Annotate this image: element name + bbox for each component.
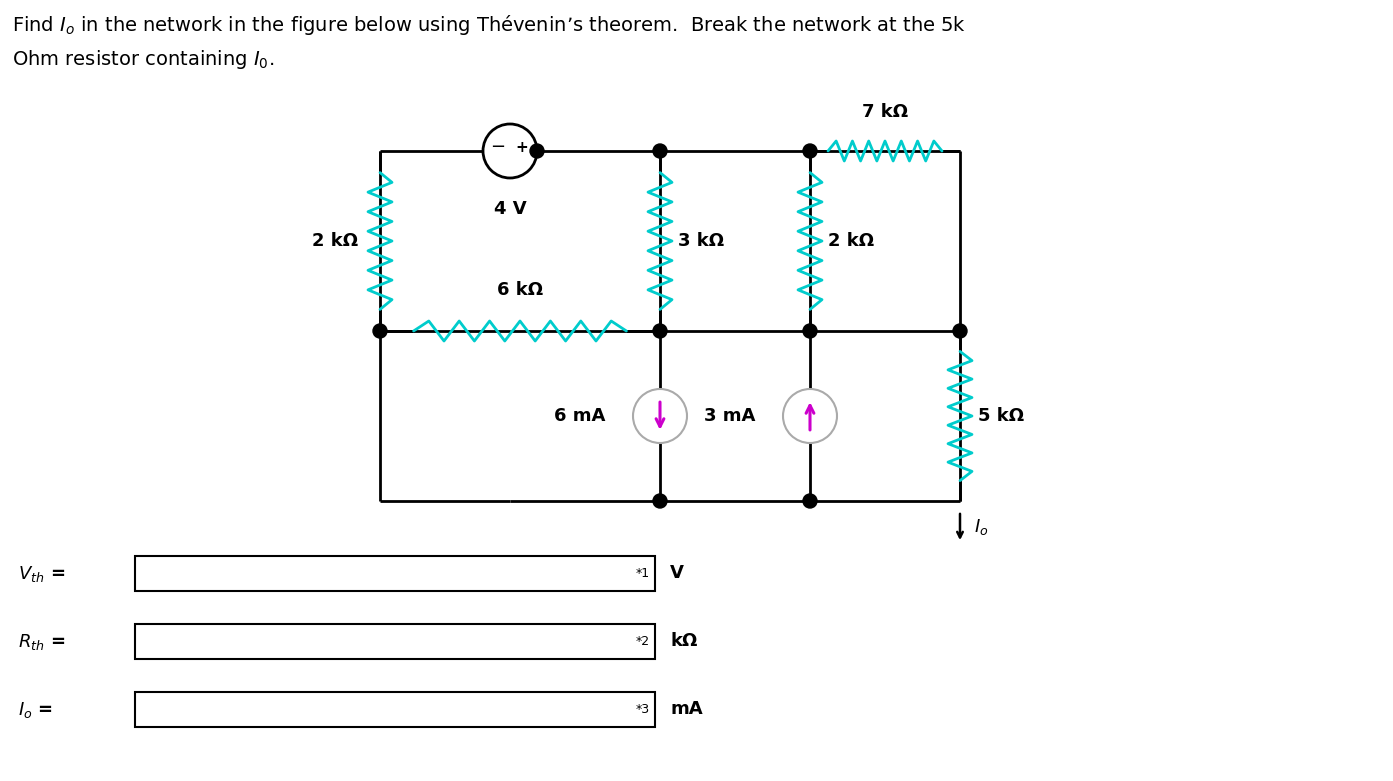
Circle shape (373, 324, 387, 338)
Text: mA: mA (670, 701, 702, 719)
Circle shape (653, 144, 667, 158)
Text: 7 kΩ: 7 kΩ (862, 103, 908, 121)
Text: +: + (515, 140, 528, 155)
Circle shape (653, 494, 667, 508)
Text: 3 kΩ: 3 kΩ (678, 232, 724, 250)
Text: 3 mA: 3 mA (703, 407, 755, 425)
Text: 5 kΩ: 5 kΩ (978, 407, 1024, 425)
Text: kΩ: kΩ (670, 633, 698, 651)
Text: *2: *2 (635, 635, 651, 648)
Circle shape (953, 324, 967, 338)
Text: 4 V: 4 V (493, 200, 527, 218)
FancyBboxPatch shape (135, 692, 655, 727)
Circle shape (483, 124, 536, 178)
Circle shape (802, 494, 818, 508)
Text: 2 kΩ: 2 kΩ (827, 232, 875, 250)
Text: V: V (670, 565, 684, 583)
Text: 6 mA: 6 mA (553, 407, 605, 425)
Text: $R_{th}$ =: $R_{th}$ = (18, 632, 65, 651)
Circle shape (529, 144, 545, 158)
Text: 2 kΩ: 2 kΩ (312, 232, 358, 250)
Circle shape (653, 324, 667, 338)
FancyBboxPatch shape (135, 624, 655, 659)
Circle shape (783, 389, 837, 443)
Text: −: − (490, 138, 506, 156)
Text: *3: *3 (635, 703, 651, 716)
FancyBboxPatch shape (135, 556, 655, 591)
Text: 6 kΩ: 6 kΩ (497, 281, 543, 299)
Text: $V_{th}$ =: $V_{th}$ = (18, 564, 65, 583)
Text: *1: *1 (635, 567, 651, 580)
Text: Find $I_o$ in the network in the figure below using Thévenin’s theorem.  Break t: Find $I_o$ in the network in the figure … (13, 13, 967, 37)
Text: Ohm resistor containing $I_0$.: Ohm resistor containing $I_0$. (13, 48, 274, 71)
Text: $I_o$: $I_o$ (974, 517, 989, 537)
Text: $I_o$ =: $I_o$ = (18, 700, 53, 719)
Circle shape (802, 324, 818, 338)
Circle shape (632, 389, 687, 443)
Circle shape (802, 144, 818, 158)
